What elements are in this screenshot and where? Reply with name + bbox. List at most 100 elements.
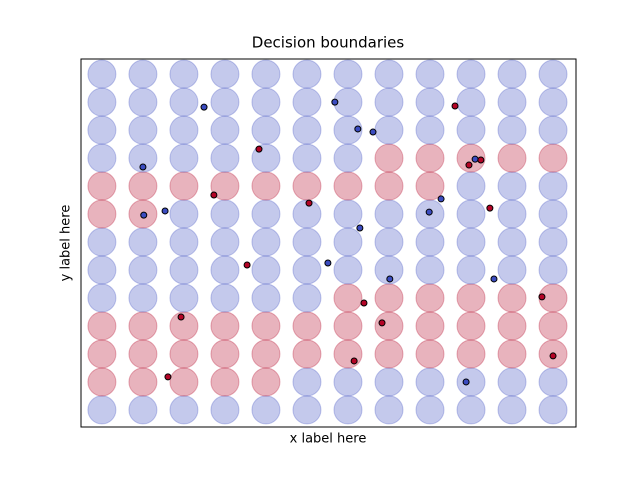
boundary-cell	[333, 171, 363, 201]
boundary-cell	[292, 171, 322, 201]
boundary-cell	[415, 339, 445, 369]
boundary-cell	[497, 227, 527, 257]
boundary-cell	[538, 87, 568, 117]
boundary-cell	[87, 171, 117, 201]
boundary-cell	[87, 255, 117, 285]
plot-frame	[80, 58, 577, 428]
chart-title: Decision boundaries	[252, 34, 405, 52]
boundary-cell	[415, 255, 445, 285]
boundary-cell	[374, 395, 404, 425]
data-point	[177, 313, 185, 321]
boundary-cell	[169, 227, 199, 257]
boundary-cell	[456, 59, 486, 89]
boundary-cell	[87, 59, 117, 89]
boundary-cell	[292, 199, 322, 229]
boundary-cell	[456, 311, 486, 341]
data-point	[255, 145, 263, 153]
boundary-cell	[456, 339, 486, 369]
boundary-cell	[292, 227, 322, 257]
data-point	[538, 293, 546, 301]
boundary-cell	[333, 339, 363, 369]
boundary-cell	[538, 395, 568, 425]
boundary-cell	[497, 143, 527, 173]
boundary-cell	[169, 311, 199, 341]
boundary-cell	[251, 395, 281, 425]
boundary-cell	[497, 395, 527, 425]
boundary-cell	[374, 59, 404, 89]
data-point	[425, 208, 433, 216]
boundary-cell	[333, 199, 363, 229]
data-point	[490, 275, 498, 283]
data-point	[477, 156, 485, 164]
boundary-cell	[333, 395, 363, 425]
boundary-cell	[169, 339, 199, 369]
boundary-cell	[374, 87, 404, 117]
boundary-cell	[210, 143, 240, 173]
boundary-cell	[292, 367, 322, 397]
boundary-cell	[128, 59, 158, 89]
boundary-cell	[128, 115, 158, 145]
boundary-cell	[497, 311, 527, 341]
data-point	[437, 195, 445, 203]
boundary-cell	[251, 283, 281, 313]
boundary-cell	[497, 199, 527, 229]
boundary-cell	[415, 143, 445, 173]
data-point	[331, 98, 339, 106]
boundary-cell	[169, 143, 199, 173]
boundary-cell	[333, 227, 363, 257]
boundary-cell	[538, 143, 568, 173]
boundary-cell	[497, 255, 527, 285]
boundary-cell	[292, 311, 322, 341]
boundary-cell	[292, 87, 322, 117]
boundary-cell	[415, 87, 445, 117]
data-point	[324, 259, 332, 267]
boundary-cell	[251, 255, 281, 285]
boundary-cell	[538, 59, 568, 89]
boundary-cell	[128, 171, 158, 201]
boundary-cell	[374, 227, 404, 257]
boundary-cell	[497, 367, 527, 397]
data-point	[243, 261, 251, 269]
boundary-cell	[169, 367, 199, 397]
boundary-cell	[128, 339, 158, 369]
boundary-cell	[128, 227, 158, 257]
boundary-cell	[87, 199, 117, 229]
boundary-cell	[87, 87, 117, 117]
boundary-cell	[251, 199, 281, 229]
data-point	[139, 163, 147, 171]
boundary-cell	[456, 171, 486, 201]
boundary-cell	[128, 283, 158, 313]
boundary-cell	[333, 59, 363, 89]
boundary-cell	[415, 227, 445, 257]
data-point	[549, 352, 557, 360]
boundary-cell	[456, 143, 486, 173]
boundary-cell	[374, 171, 404, 201]
data-point	[471, 155, 479, 163]
boundary-cell	[169, 59, 199, 89]
boundary-cell	[456, 199, 486, 229]
data-point	[386, 275, 394, 283]
boundary-cell	[456, 395, 486, 425]
boundary-cell	[538, 115, 568, 145]
data-point	[164, 373, 172, 381]
boundary-cell	[374, 283, 404, 313]
boundary-cell	[210, 367, 240, 397]
boundary-cell	[538, 367, 568, 397]
boundary-cell	[210, 311, 240, 341]
boundary-cell	[292, 395, 322, 425]
boundary-cell	[87, 395, 117, 425]
boundary-cell	[210, 199, 240, 229]
boundary-cell	[169, 171, 199, 201]
boundary-cell	[538, 227, 568, 257]
boundary-cell	[456, 87, 486, 117]
boundary-cell	[169, 283, 199, 313]
boundary-cell	[415, 115, 445, 145]
boundary-cell	[210, 395, 240, 425]
boundary-cell	[87, 115, 117, 145]
boundary-cell	[333, 283, 363, 313]
boundary-cell	[538, 255, 568, 285]
boundary-cell	[292, 283, 322, 313]
boundary-cell	[87, 227, 117, 257]
